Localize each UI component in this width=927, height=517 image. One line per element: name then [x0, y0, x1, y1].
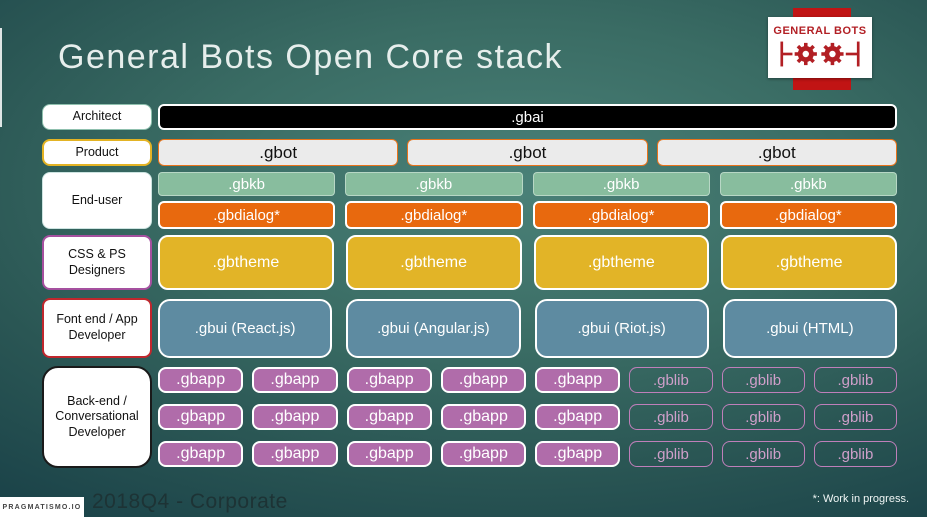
gbui-angular-box: .gbui (Angular.js) [346, 299, 521, 358]
gbapp-box: .gbapp [535, 441, 621, 467]
gbdialog-box: .gbdialog* [532, 201, 710, 229]
gblib-box: .gblib [629, 441, 713, 467]
work-in-progress-note: *: Work in progress. [812, 493, 909, 505]
row-gbapp-1: .gbapp .gbapp .gbapp .gbapp .gbapp .gbli… [158, 367, 897, 393]
gbui-html-box: .gbui (HTML) [722, 299, 897, 358]
label-end-user: End-user [42, 172, 152, 229]
slide-edge-line [0, 28, 2, 127]
gbapp-box: .gbapp [252, 404, 338, 430]
gbai-box: .gbai [158, 104, 897, 130]
slide-footer-caption: 2018Q4 - Corporate [92, 490, 288, 513]
gblib-box: .gblib [813, 441, 897, 467]
gblib-box: .gblib [721, 404, 805, 430]
label-back-end-conversational-developer: Back-end / Conversational Developer [42, 366, 152, 468]
gblib-box: .gblib [629, 367, 713, 393]
gbapp-box: .gbapp [440, 367, 526, 393]
general-bots-logo: GENERAL BOTS [768, 17, 872, 78]
gbkb-box: .gbkb [158, 172, 336, 196]
gbot-box: .gbot [656, 139, 897, 166]
gbapp-box: .gbapp [346, 441, 432, 467]
gbui-riot-box: .gbui (Riot.js) [534, 299, 709, 358]
row-gbapp-2: .gbapp .gbapp .gbapp .gbapp .gbapp .gbli… [158, 404, 897, 430]
gbkb-box: .gbkb [532, 172, 710, 196]
gbkb-box: .gbkb [345, 172, 523, 196]
gbapp-box: .gbapp [440, 441, 526, 467]
gblib-box: .gblib [629, 404, 713, 430]
gblib-box: .gblib [813, 367, 897, 393]
label-architect: Architect [42, 104, 152, 130]
pragmatismo-logo: PRAGMATISMO.IO [0, 497, 84, 517]
gblib-box: .gblib [813, 404, 897, 430]
row-gbai: .gbai [158, 104, 897, 130]
label-css-ps-designers: CSS & PS Designers [42, 235, 152, 290]
gbapp-box: .gbapp [346, 367, 432, 393]
gbapp-box: .gbapp [158, 404, 244, 430]
label-front-end-app-developer: Font end / App Developer [42, 298, 152, 358]
gbapp-box: .gbapp [440, 404, 526, 430]
gbkb-box: .gbkb [719, 172, 897, 196]
gbapp-box: .gbapp [535, 404, 621, 430]
row-gbot: .gbot .gbot .gbot [158, 139, 897, 166]
gbui-react-box: .gbui (React.js) [158, 299, 333, 358]
row-gbkb: .gbkb .gbkb .gbkb .gbkb [158, 172, 897, 196]
gblib-box: .gblib [721, 441, 805, 467]
gbapp-box: .gbapp [252, 441, 338, 467]
row-gbdialog: .gbdialog* .gbdialog* .gbdialog* .gbdial… [158, 201, 897, 229]
gbapp-box: .gbapp [158, 367, 244, 393]
pragmatismo-logo-text: PRAGMATISMO.IO [2, 503, 82, 511]
gbtheme-box: .gbtheme [158, 235, 334, 290]
gbapp-box: .gbapp [535, 367, 621, 393]
row-gbapp-3: .gbapp .gbapp .gbapp .gbapp .gbapp .gbli… [158, 441, 897, 467]
gbdialog-box: .gbdialog* [345, 201, 523, 229]
gbdialog-box: .gbdialog* [158, 201, 336, 229]
gears-icon [780, 38, 860, 70]
row-gbtheme: .gbtheme .gbtheme .gbtheme .gbtheme [158, 235, 897, 290]
gbtheme-box: .gbtheme [345, 235, 522, 290]
gbtheme-box: .gbtheme [721, 235, 897, 290]
gblib-box: .gblib [721, 367, 805, 393]
gbtheme-box: .gbtheme [533, 235, 710, 290]
logo-text: GENERAL BOTS [773, 25, 867, 37]
gbot-box: .gbot [158, 139, 399, 166]
gbdialog-box: .gbdialog* [719, 201, 897, 229]
slide-title: General Bots Open Core stack [58, 38, 564, 76]
gbot-box: .gbot [407, 139, 648, 166]
gbapp-box: .gbapp [252, 367, 338, 393]
gbapp-box: .gbapp [346, 404, 432, 430]
label-product: Product [42, 139, 152, 166]
gbapp-box: .gbapp [158, 441, 244, 467]
row-gbui: .gbui (React.js) .gbui (Angular.js) .gbu… [158, 299, 897, 358]
